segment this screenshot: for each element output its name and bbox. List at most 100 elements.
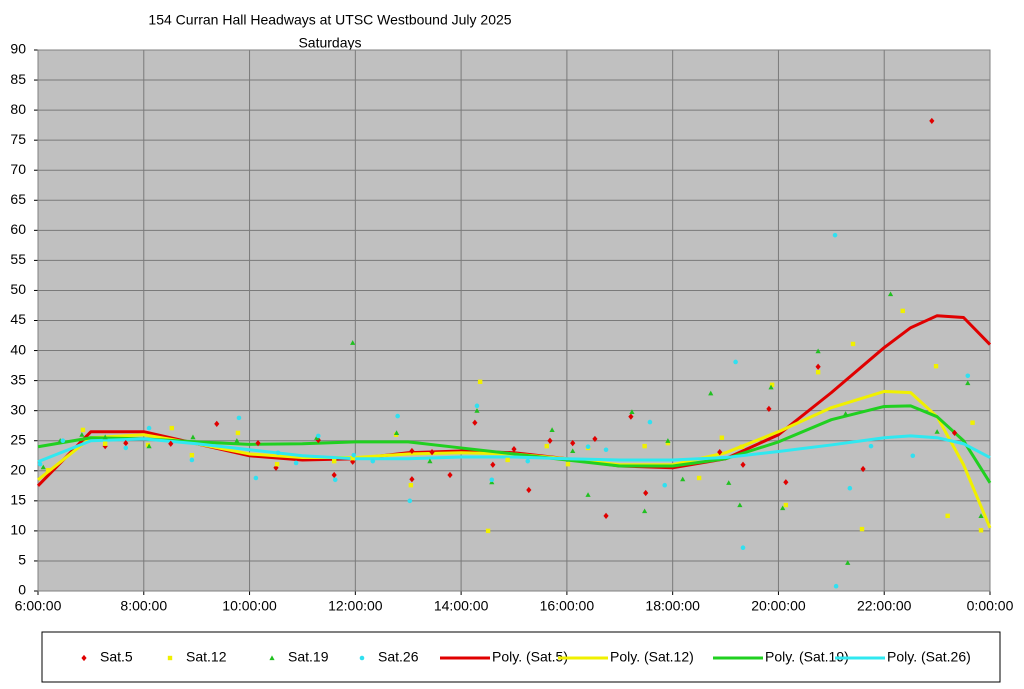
x-tick-label: 10:00:00 [222,598,277,614]
y-tick-label: 80 [10,101,26,117]
y-tick-label: 25 [10,431,26,447]
plot-border [37,49,991,592]
y-tick-label: 20 [10,461,26,477]
point [234,438,240,443]
y-tick-label: 40 [10,341,26,357]
point [40,464,46,470]
point [331,458,337,464]
point [815,348,821,354]
legend-label: Poly. (Sat.5) [492,649,568,665]
point [293,460,299,466]
point [647,419,653,425]
y-tick-label: 0 [18,582,26,598]
point [429,449,435,456]
point [408,483,414,488]
point [102,441,108,446]
point [189,452,195,458]
point [868,443,874,449]
y-tick-label: 60 [10,221,26,237]
y-tick-label: 90 [10,41,26,57]
point [847,485,853,491]
point [934,429,940,434]
legend-swatch [269,655,275,661]
point [665,440,671,446]
point [393,430,400,436]
point [189,457,195,463]
point [79,432,85,437]
point [662,482,668,488]
point [843,411,849,416]
point [603,512,609,519]
y-tick-label: 5 [18,552,26,568]
point [274,461,280,467]
point [350,455,355,461]
point [717,449,723,456]
point [740,461,746,468]
point [544,443,549,449]
point [815,363,821,370]
chart-subtitle: Saturdays [298,35,361,51]
legend-label: Sat.5 [100,649,133,665]
point [407,498,413,504]
point [629,409,635,414]
x-tick-label: 6:00:00 [15,598,62,614]
point [585,492,591,497]
point [719,435,725,440]
point [783,479,789,486]
point [978,513,984,518]
point [275,450,281,456]
point [965,380,971,386]
x-tick-label: 14:00:00 [434,598,489,614]
point [472,419,478,426]
point [316,433,321,439]
point [547,437,553,444]
point [315,437,321,444]
point [737,502,743,508]
point [80,427,86,433]
point [680,476,686,482]
point [565,461,571,467]
point [102,443,108,450]
y-tick-label: 65 [10,191,26,207]
legend-label: Poly. (Sat.19) [765,649,849,665]
point [726,480,732,485]
point [474,408,480,413]
point [733,359,738,365]
point [45,467,51,473]
point [168,440,174,447]
point [585,444,591,450]
point [929,117,935,125]
legend-label: Sat.19 [288,649,329,665]
point [900,308,905,314]
point [169,425,175,431]
point [768,384,774,390]
point [769,382,775,388]
point [549,427,555,433]
point [783,502,789,508]
x-tick-label: 0:00:00 [967,598,1014,614]
point [845,560,851,565]
point [255,440,261,447]
point [592,435,598,443]
point [447,471,453,479]
point [708,390,714,396]
point [739,444,745,449]
legend-label: Poly. (Sat.26) [887,649,971,665]
point [490,461,496,468]
point [146,425,152,431]
point [102,434,108,440]
y-tick-label: 50 [10,281,26,297]
point [214,420,220,427]
point [123,445,129,451]
point [642,508,648,514]
point [850,341,856,347]
point [740,545,746,551]
point [910,453,916,459]
trend-line [37,434,991,464]
point [815,369,821,375]
y-tick-label: 70 [10,161,26,177]
legend-label: Sat.12 [186,649,227,665]
point [951,429,958,437]
point [145,442,151,448]
